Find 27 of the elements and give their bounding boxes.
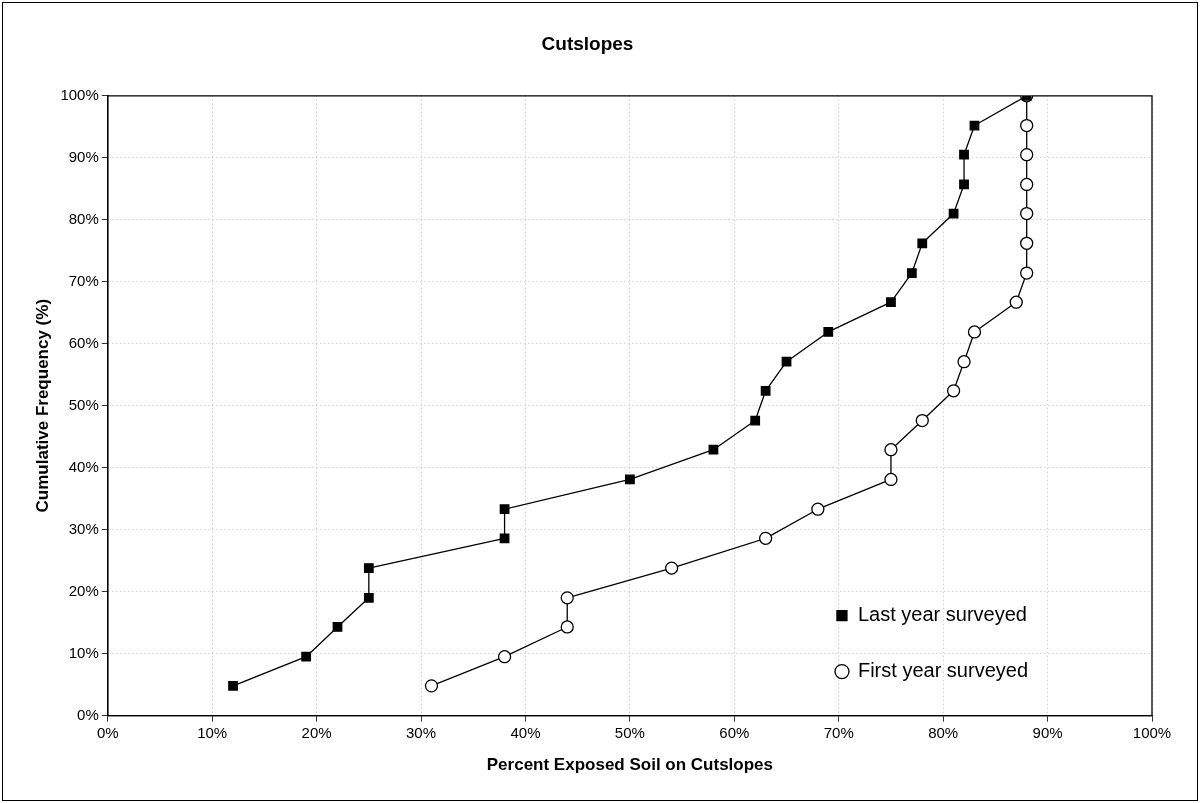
x-tick-label: 10% [197,723,228,741]
y-tick-label: 60% [68,333,99,351]
y-tick-label: 20% [68,581,99,599]
x-tick-label: 0% [96,723,119,741]
y-axis-title: Cumulative Frequency (%) [32,298,52,513]
legend-label: Last year surveyed [857,603,1027,626]
y-tick-label: 90% [68,147,99,165]
y-tick-label: 40% [68,457,99,475]
x-tick-label: 70% [823,723,854,741]
chart-title: Cutslopes [541,32,634,54]
x-tick-label: 50% [614,723,645,741]
x-tick-label: 80% [928,723,959,741]
y-tick-label: 30% [68,519,99,537]
legend-label: First year surveyed [857,659,1029,682]
y-tick-label: 100% [60,85,99,103]
x-tick-label: 20% [301,723,332,741]
x-tick-label: 30% [406,723,437,741]
y-tick-label: 10% [68,643,99,661]
x-tick-label: 100% [1132,723,1172,741]
y-tick-label: 80% [68,209,99,227]
x-axis-title: Percent Exposed Soil on Cutslopes [486,755,773,775]
x-tick-label: 90% [1032,723,1063,741]
x-tick-label: 40% [510,723,541,741]
y-tick-label: 50% [68,395,99,413]
y-tick-label: 0% [77,705,99,723]
y-tick-label: 70% [68,271,99,289]
x-tick-label: 60% [719,723,750,741]
